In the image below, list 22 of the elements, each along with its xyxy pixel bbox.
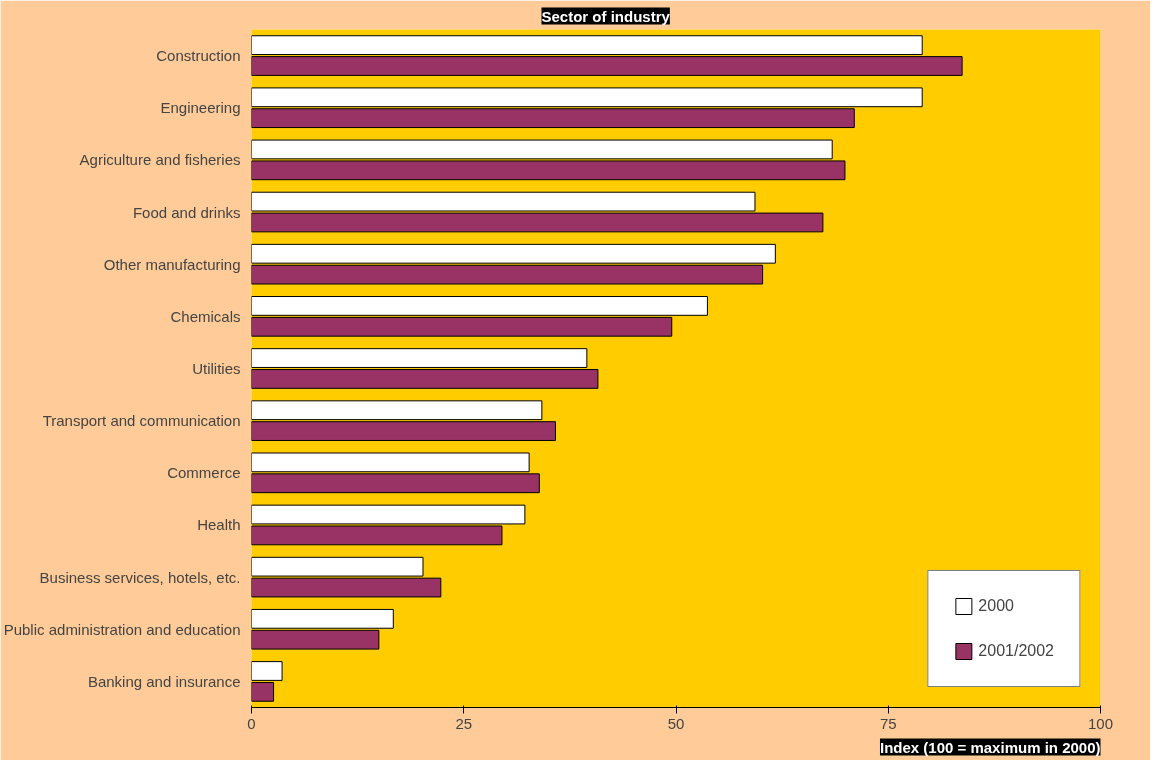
- y-tick-label: Commerce: [167, 464, 241, 482]
- x-tick-label: 50: [667, 714, 685, 732]
- y-tick-label: Food and drinks: [132, 203, 241, 221]
- y-tick-label: Public administration and education: [3, 620, 241, 638]
- y-tick-label: Transport and communication: [42, 412, 241, 430]
- x-tick-label: 100: [1087, 714, 1114, 732]
- y-tick-label: Utilities: [192, 360, 241, 377]
- y-tick-label: Agriculture and fisheries: [79, 151, 241, 169]
- x-axis-title: Index (100 = maximum in 2000): [879, 738, 1101, 756]
- y-tick-label: Health: [197, 516, 241, 534]
- y-tick-label: Chemicals: [170, 307, 241, 325]
- y-tick-label: Business services, hotels, etc.: [39, 568, 241, 586]
- y-tick-label: Engineering: [160, 99, 241, 117]
- legend-label: 2001/2002: [978, 642, 1054, 660]
- x-tick-label: 25: [455, 714, 473, 732]
- x-tick-label: 75: [879, 714, 897, 732]
- y-tick-label: Other manufacturing: [103, 255, 241, 273]
- legend-label: 2000: [978, 597, 1014, 615]
- y-axis-title: Sector of industry: [541, 7, 671, 25]
- y-tick-label: Banking and insurance: [87, 672, 241, 690]
- y-tick-label: Construction: [156, 47, 241, 65]
- x-tick-label: 0: [247, 714, 256, 732]
